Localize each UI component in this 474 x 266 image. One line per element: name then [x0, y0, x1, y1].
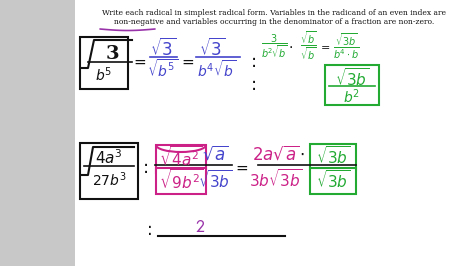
- Text: $b^2$: $b^2$: [344, 88, 361, 106]
- Bar: [80, 143, 138, 199]
- Text: =: =: [134, 55, 146, 69]
- Bar: [310, 168, 356, 194]
- Text: $3b\sqrt{3b}$: $3b\sqrt{3b}$: [249, 168, 303, 190]
- Text: $\sqrt{3b}$: $\sqrt{3b}$: [316, 169, 350, 191]
- Text: $b^4\sqrt{b}$: $b^4\sqrt{b}$: [198, 60, 237, 80]
- Text: $4a^3$: $4a^3$: [95, 149, 123, 167]
- Text: =: =: [182, 55, 194, 69]
- Text: $\dfrac{\sqrt{b}}{\sqrt{b}}$: $\dfrac{\sqrt{b}}{\sqrt{b}}$: [300, 30, 316, 62]
- Text: :: :: [143, 159, 149, 177]
- Text: 3: 3: [105, 45, 119, 63]
- Text: Write each radical in simplest radical form. Variables in the radicand of an eve: Write each radical in simplest radical f…: [102, 9, 446, 17]
- Text: $\sqrt{a}$: $\sqrt{a}$: [201, 145, 228, 163]
- Text: non-negative and variables occurring in the denominator of a fraction are non-ze: non-negative and variables occurring in …: [114, 18, 434, 26]
- Text: =: =: [236, 160, 248, 176]
- Bar: [75, 0, 474, 266]
- Text: $\sqrt{3b}$: $\sqrt{3b}$: [335, 67, 369, 89]
- Bar: [156, 145, 206, 173]
- Text: :: :: [147, 221, 153, 239]
- Text: $b^5$: $b^5$: [95, 66, 113, 84]
- Text: $\dfrac{3}{b^2\!\sqrt{b}}$: $\dfrac{3}{b^2\!\sqrt{b}}$: [261, 32, 287, 60]
- Text: $27b^3$: $27b^3$: [91, 171, 127, 189]
- Text: $\sqrt{3}$: $\sqrt{3}$: [150, 38, 176, 60]
- Text: $\sqrt{3b}$: $\sqrt{3b}$: [316, 145, 350, 167]
- Text: $=$: $=$: [318, 41, 330, 51]
- Bar: [310, 144, 356, 170]
- Text: $\sqrt{3b}$: $\sqrt{3b}$: [198, 169, 232, 191]
- Text: :: :: [251, 76, 257, 94]
- Bar: [156, 168, 206, 194]
- Text: $\dfrac{\sqrt{3b}}{b^4\cdot b}$: $\dfrac{\sqrt{3b}}{b^4\cdot b}$: [333, 31, 359, 61]
- Text: :: :: [251, 53, 257, 71]
- Bar: [80, 37, 128, 89]
- Bar: [325, 65, 379, 105]
- Text: $\mathit{\mathcal{2}}$: $\mathit{\mathcal{2}}$: [195, 218, 205, 236]
- Text: $\cdot$: $\cdot$: [288, 39, 292, 53]
- Text: $\sqrt{9b^2}$: $\sqrt{9b^2}$: [159, 168, 203, 192]
- Text: $\cdot$: $\cdot$: [299, 145, 305, 163]
- Text: $\sqrt{4a^2}$: $\sqrt{4a^2}$: [159, 145, 203, 169]
- Text: $\sqrt{b^5}$: $\sqrt{b^5}$: [147, 59, 179, 81]
- Text: $\sqrt{3}$: $\sqrt{3}$: [199, 38, 225, 60]
- Text: $2a\sqrt{a}$: $2a\sqrt{a}$: [252, 145, 300, 163]
- Bar: [0, 0, 75, 266]
